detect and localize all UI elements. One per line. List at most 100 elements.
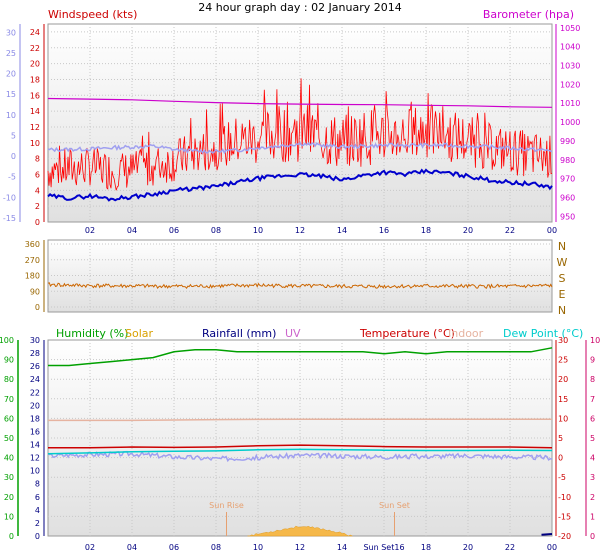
humidity-tick-label: 50 — [4, 434, 14, 443]
x-tick-label-p3: 20 — [463, 543, 473, 552]
uv-tick-label: 5 — [590, 434, 595, 443]
windspeed-tick-label: 16 — [30, 91, 40, 100]
wind-gust-series — [47, 78, 553, 191]
windspeed-tick-label: 20 — [30, 60, 40, 69]
outer-axis-tick-label: 10 — [6, 111, 16, 120]
x-tick-label-p1: 22 — [505, 226, 515, 235]
x-tick-label-p1: 18 — [421, 226, 431, 235]
windspeed-title: Windspeed (kts) — [48, 8, 137, 21]
rainfall-tick-label: 16 — [30, 427, 40, 436]
x-tick-label-p3: Sun Set16 — [363, 543, 404, 552]
barometer-tick-label: 1010 — [560, 99, 580, 108]
rainfall-tick-label: 20 — [30, 401, 40, 410]
rainfall-tick-label: 8 — [35, 480, 40, 489]
outer-axis-tick-label: 15 — [6, 90, 16, 99]
barometer-tick-label: 1020 — [560, 80, 580, 89]
legend-rainfall: Rainfall (mm) — [202, 327, 276, 340]
barometer-tick-label: 990 — [560, 137, 575, 146]
x-tick-label-p1: 08 — [211, 226, 221, 235]
barometer-tick-label: 1050 — [560, 24, 580, 33]
x-tick-label-p1: 00 — [547, 226, 557, 235]
legend-solar: Solar — [125, 327, 154, 340]
x-tick-label-p3: 04 — [127, 543, 137, 552]
temperature-tick-label: 20 — [558, 375, 568, 384]
uv-tick-label: 2 — [590, 493, 595, 502]
dew-point-series — [47, 448, 553, 455]
outer-axis-tick-label: -10 — [3, 193, 16, 202]
x-tick-label-p3: 14 — [337, 543, 347, 552]
legend-uv: UV — [285, 327, 301, 340]
direction-series — [47, 282, 553, 290]
barometer-tick-label: 950 — [560, 212, 575, 221]
rainfall-tick-label: 0 — [35, 532, 40, 541]
indoor-series — [48, 418, 552, 422]
direction-tick-label: 360 — [25, 240, 40, 249]
temperature-tick-label: -10 — [558, 493, 571, 502]
outer-axis-tick-label: 5 — [11, 131, 16, 140]
x-tick-label-p1: 14 — [337, 226, 347, 235]
outer-axis-tick-label: 20 — [6, 70, 16, 79]
rainfall-tick-label: 30 — [30, 336, 40, 345]
chart-title: 24 hour graph day : 02 January 2014 — [198, 1, 402, 14]
rainfall-series — [541, 533, 553, 536]
humidity-series — [48, 347, 553, 367]
uv-tick-label: 0 — [590, 532, 595, 541]
barometer-tick-label: 970 — [560, 175, 575, 184]
x-tick-label-p1: 02 — [85, 226, 95, 235]
x-tick-label-p1: 04 — [127, 226, 137, 235]
direction-e: E — [559, 288, 566, 301]
x-tick-label-p3: 06 — [169, 543, 179, 552]
direction-tick-label: 90 — [30, 287, 40, 296]
humidity-tick-label: 30 — [4, 473, 14, 482]
uv-tick-label: 7 — [590, 395, 595, 404]
x-tick-label-p1: 16 — [379, 226, 389, 235]
direction-tick-label: 0 — [35, 303, 40, 312]
direction-tick-label: 270 — [25, 256, 40, 265]
x-tick-label-p3: 18 — [421, 543, 431, 552]
x-tick-label-p3: 00 — [547, 543, 557, 552]
uv-tick-label: 10 — [590, 336, 600, 345]
windspeed-tick-label: 12 — [30, 123, 40, 132]
uv-tick-label: 3 — [590, 473, 595, 482]
outer-axis-tick-label: 0 — [11, 152, 16, 161]
temperature-tick-label: -5 — [558, 473, 566, 482]
barometer-tick-label: 960 — [560, 193, 575, 202]
outer-axis-tick-label: 30 — [6, 28, 16, 37]
rainfall-tick-label: 12 — [30, 454, 40, 463]
rainfall-tick-label: 10 — [30, 467, 40, 476]
rainfall-tick-label: 2 — [35, 519, 40, 528]
pale-line-series-p3 — [47, 450, 553, 463]
x-tick-label-p1: 06 — [169, 226, 179, 235]
barometer-tick-label: 1040 — [560, 43, 580, 52]
windspeed-tick-label: 24 — [30, 28, 40, 37]
x-tick-label-p1: 12 — [295, 226, 305, 235]
temperature-tick-label: 15 — [558, 395, 568, 404]
direction-n-top: N — [558, 240, 566, 253]
temperature-tick-label: 25 — [558, 356, 568, 365]
direction-n-bottom: N — [558, 304, 566, 317]
humidity-tick-label: 70 — [4, 395, 14, 404]
humidity-tick-label: 90 — [4, 356, 14, 365]
humidity-tick-label: 80 — [4, 375, 14, 384]
windspeed-tick-label: 4 — [35, 186, 40, 195]
rainfall-tick-label: 28 — [30, 349, 40, 358]
barometer-title: Barometer (hpa) — [483, 8, 574, 21]
uv-tick-label: 1 — [590, 512, 595, 521]
windspeed-tick-label: 8 — [35, 155, 40, 164]
rainfall-tick-label: 4 — [35, 506, 40, 515]
humidity-tick-label: 100 — [0, 336, 14, 345]
sun-marker-label: Sun Set — [379, 501, 410, 510]
x-tick-label-p3: 22 — [505, 543, 515, 552]
sun-marker-label: Sun Rise — [209, 501, 244, 510]
rainfall-tick-label: 14 — [30, 441, 40, 450]
x-tick-label-p3: 02 — [85, 543, 95, 552]
uv-tick-label: 4 — [590, 454, 595, 463]
legend-dew-point: Dew Point (°C) — [503, 327, 583, 340]
x-tick-label-p3: 12 — [295, 543, 305, 552]
rainfall-tick-label: 26 — [30, 362, 40, 371]
direction-w: W — [557, 256, 568, 269]
pale-line-series — [47, 141, 553, 155]
temperature-tick-label: -20 — [558, 532, 571, 541]
outer-axis-tick-label: -5 — [8, 173, 16, 182]
